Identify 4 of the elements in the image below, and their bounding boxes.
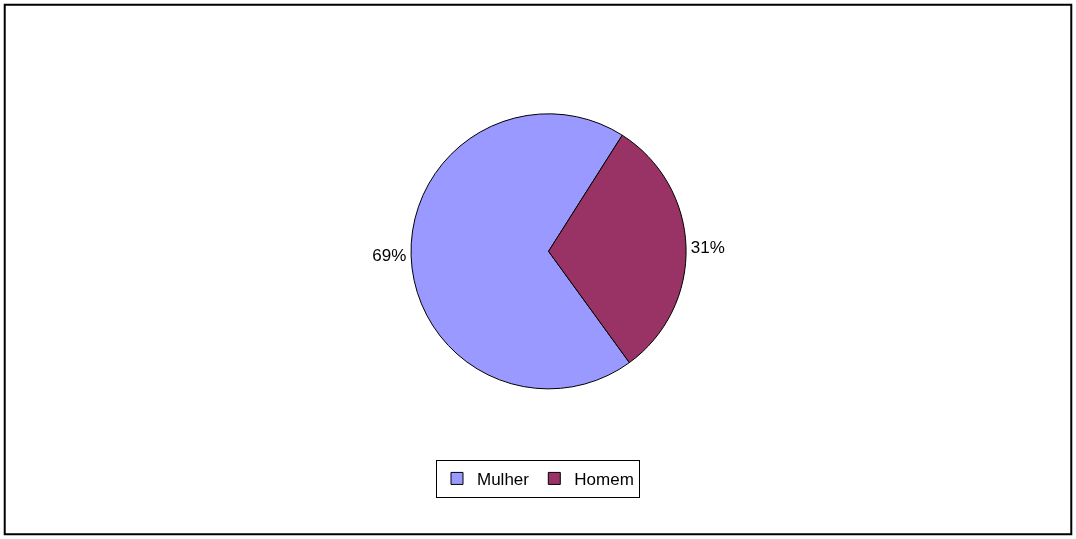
data-label: 69%: [372, 246, 407, 266]
legend-label: Homem: [574, 470, 634, 490]
data-label: 31%: [690, 237, 725, 257]
legend-label: Mulher: [477, 470, 530, 490]
